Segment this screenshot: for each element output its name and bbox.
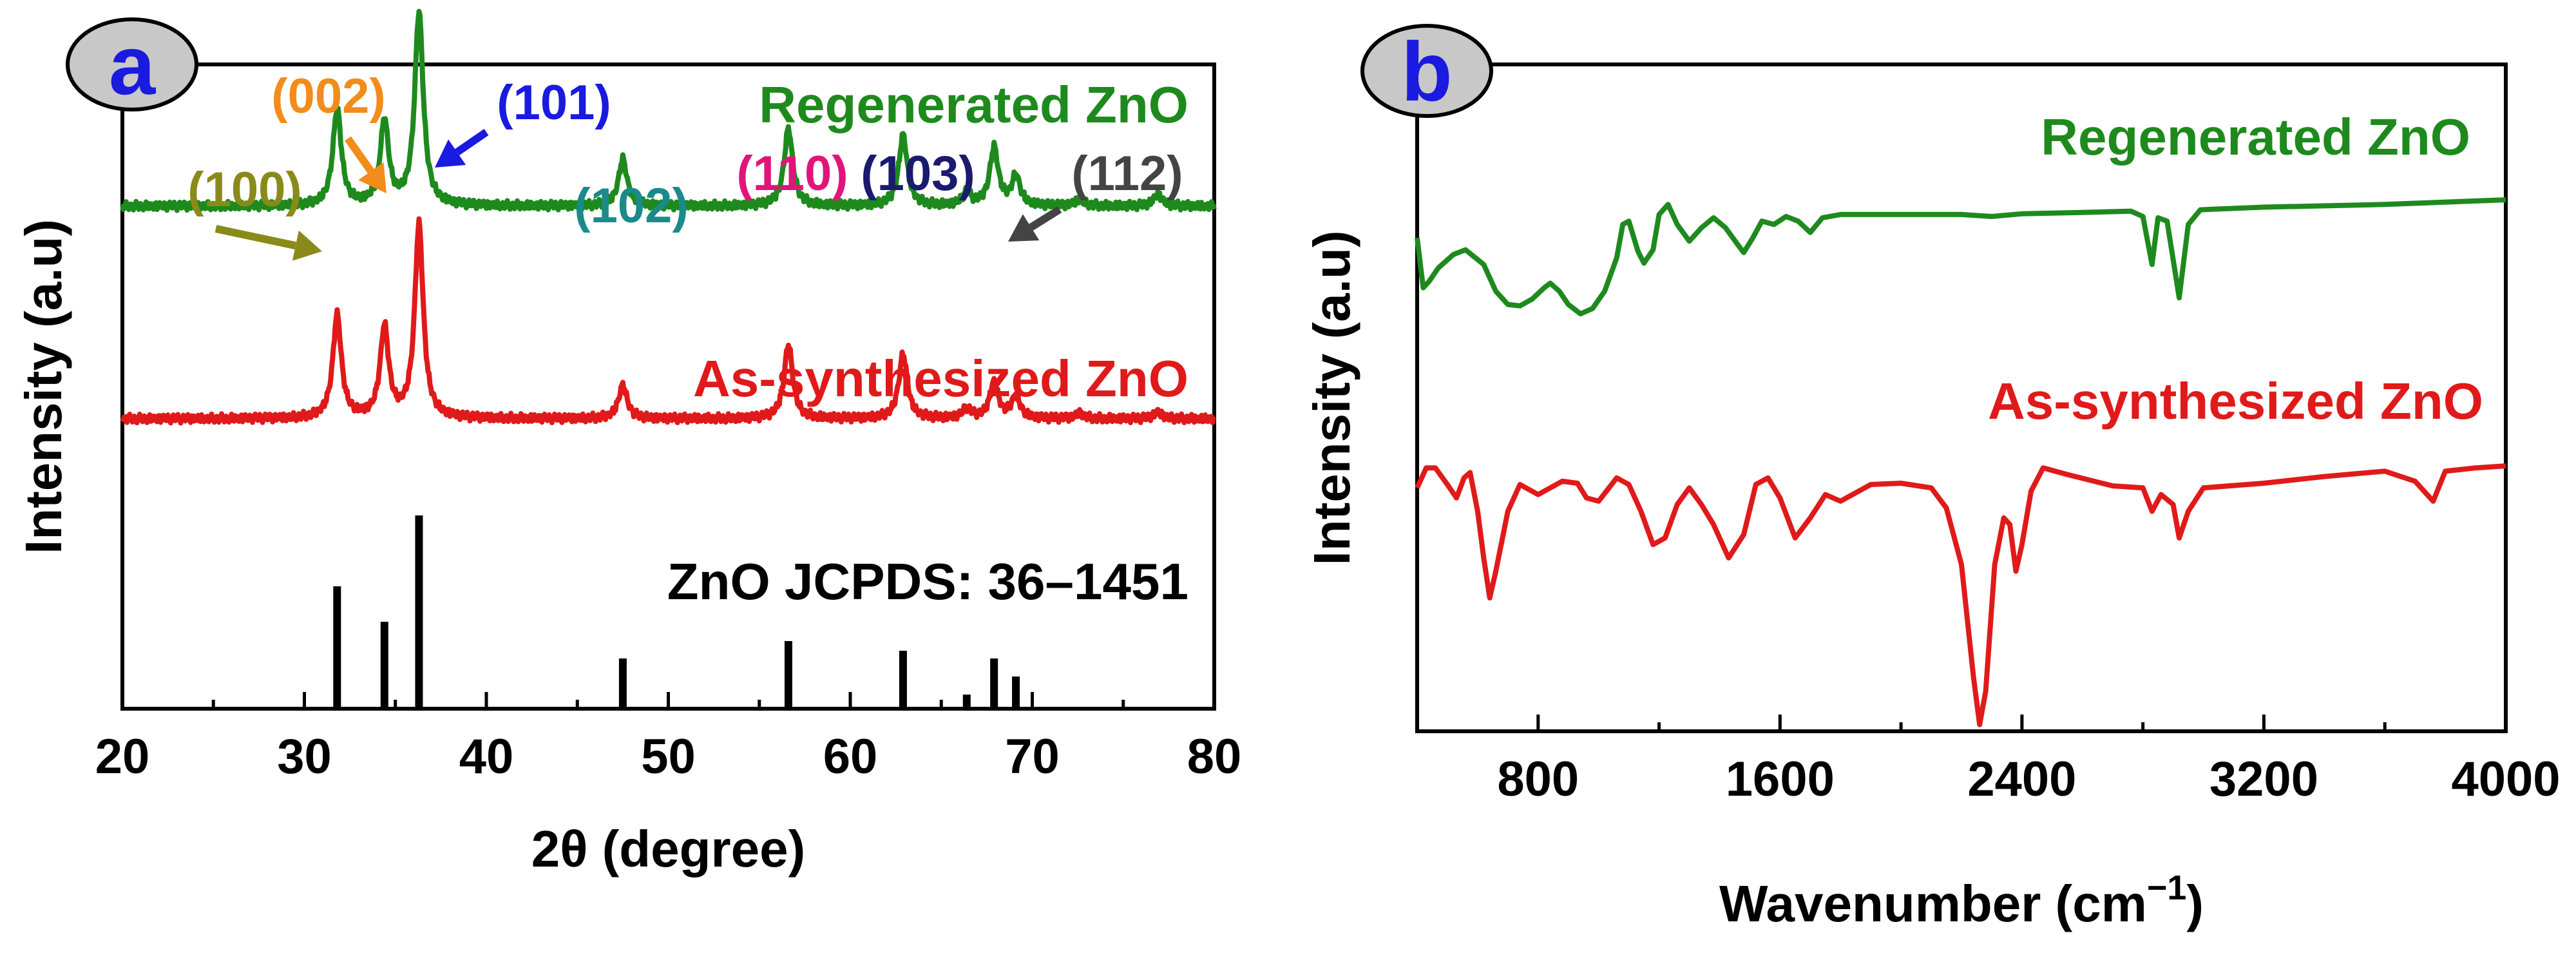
panel-b-x-ticks: 800 1600 2400 3200 4000 <box>1497 715 2561 807</box>
annotation-arrow-head <box>435 139 466 168</box>
panel-b-x-axis-label-close: ) <box>2186 875 2204 932</box>
panel-b-badge-letter: b <box>1401 24 1452 119</box>
annotation-arrow-shaft <box>1029 206 1062 231</box>
panel-a-x-ticks: 20 30 40 50 60 70 80 <box>95 692 1242 784</box>
annotation-arrow-head <box>292 230 322 261</box>
x-tick-label: 30 <box>277 729 332 784</box>
panel-b-series <box>1415 197 2506 727</box>
x-tick-label: 3200 <box>2209 752 2318 807</box>
panel-b-series-label-regenerated: Regenerated ZnO <box>2041 108 2470 166</box>
panel-a: 20 30 40 50 60 70 80 (100) (002) (101) (102) (110)… <box>15 8 1242 878</box>
annotation-arrow-head <box>358 162 386 193</box>
panel-b-label-badge: b <box>1360 24 1493 119</box>
x-tick-label: 20 <box>95 729 150 784</box>
ftir-spectrum-line <box>1415 197 2506 317</box>
annotation-arrow-shaft <box>215 225 297 250</box>
panel-a-badge-letter: a <box>109 18 157 112</box>
panel-b-x-axis-label-superscript: −1 <box>2147 869 2187 907</box>
panel-a-y-axis-label: Intensity (a.u) <box>15 219 72 554</box>
x-tick-label: 60 <box>823 729 878 784</box>
annotation-arrow-head <box>1008 214 1040 242</box>
x-tick-label: 800 <box>1497 752 1579 807</box>
panel-a-annotations: (100) (002) (101) (102) (110) (103) (112) <box>187 69 1183 261</box>
panel-a-reference-lines <box>333 515 1020 709</box>
panel-b-badge-ellipse <box>1360 24 1493 118</box>
panel-b-series-label-as-synthesized: As-synthesized ZnO <box>1988 372 2483 430</box>
x-tick-label: 50 <box>641 729 696 784</box>
xrd-pattern-line <box>120 8 1217 213</box>
panel-a-x-axis-label: 2θ (degree) <box>531 820 806 878</box>
miller-index-label: (102) <box>574 178 688 233</box>
panel-a-series <box>120 8 1217 426</box>
panel-b: 800 1600 2400 3200 4000 Regenerated ZnO As-s… <box>1303 24 2561 932</box>
x-tick-label: 1600 <box>1726 752 1835 807</box>
panel-a-series-label-regenerated: Regenerated ZnO <box>759 76 1188 133</box>
x-tick-label: 4000 <box>2451 752 2560 807</box>
annotation-arrow-shaft <box>345 136 374 174</box>
panel-b-y-axis-label: Intensity (a.u) <box>1303 230 1360 565</box>
annotation-arrow-shaft <box>455 129 489 156</box>
x-tick-label: 70 <box>1005 729 1060 784</box>
panel-a-label-badge: a <box>66 17 198 112</box>
x-tick-label: 2400 <box>1967 752 2076 807</box>
miller-index-label: (110) <box>736 146 848 201</box>
miller-index-label: (112) <box>1071 146 1183 201</box>
miller-index-label: (103) <box>861 146 975 201</box>
miller-index-label: (002) <box>271 69 385 124</box>
x-tick-label: 80 <box>1187 729 1242 784</box>
panel-b-x-axis-label-main: Wavenumber (cm <box>1719 875 2147 932</box>
x-tick-label: 40 <box>459 729 514 784</box>
panel-a-badge-ellipse <box>66 17 198 111</box>
ftir-spectrum-line <box>1415 463 2506 727</box>
panel-a-reference-label: ZnO JCPDS: 36–1451 <box>667 553 1188 610</box>
miller-index-label: (100) <box>187 162 301 217</box>
miller-index-label: (101) <box>497 75 611 130</box>
xrd-pattern-line <box>120 216 1217 426</box>
panel-b-x-axis-label: Wavenumber (cm−1) <box>1719 869 2204 932</box>
panel-a-series-label-as-synthesized: As-synthesized ZnO <box>693 350 1188 407</box>
panel-b-plot-frame <box>1415 62 2508 733</box>
